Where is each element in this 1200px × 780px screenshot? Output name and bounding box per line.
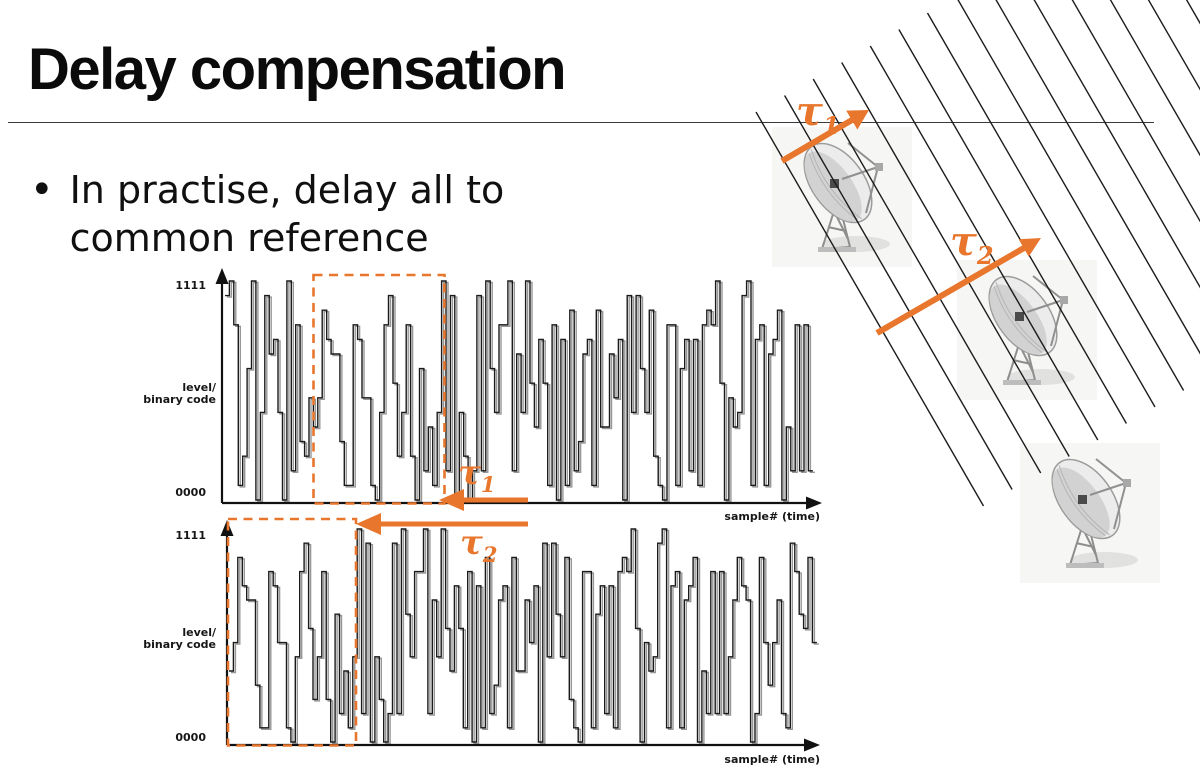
bottom-x-axis-arrowhead [804,738,820,752]
tau2-scene-arrow [875,238,1041,336]
slide-title: Delay compensation [28,37,567,102]
wavefront-line [869,45,1099,441]
wavefront-line [1071,0,1200,223]
title-underline [8,122,1154,123]
bullet-block: • In practise, delay all to common refer… [30,166,504,262]
bullet-line-2: common reference [69,216,429,260]
wavefront-line [1185,0,1200,25]
tau1-plot-arrow [439,489,528,511]
top-plot [215,268,822,511]
radio-telescope-image-3 [1019,442,1161,584]
bottom-plot-y-axis-title: level/ binary code [143,626,216,651]
bottom-plot-ymin-label: 0000 [175,731,206,744]
wavefront-line [957,0,1185,391]
top-signal-trace [225,280,813,501]
bottom-plot [220,513,820,752]
top-plot-ymin-label: 0000 [175,486,206,499]
bottom-plot-ymax-label: 1111 [175,529,206,542]
top-plot-x-axis-title: sample# (time) [724,510,820,523]
bottom-plot-x-axis-title: sample# (time) [724,753,820,766]
top-plot-ymax-label: 1111 [175,279,206,292]
top-highlight-window [312,273,446,505]
tau1-scene-arrow [780,110,869,164]
top-plot-y-axis-title: level/ binary code [143,381,216,406]
tau2-plot-label: τ2 [460,523,498,567]
wavefront-line [841,62,1070,457]
top-y-axis-arrowhead [215,268,229,284]
wavefront-line [755,111,985,507]
bullet-text: In practise, delay all to common referen… [70,166,505,262]
wavefront-line [812,78,1042,474]
radio-telescope-image-2 [956,259,1098,401]
tau1-plot-label: τ1 [458,453,496,497]
bullet-line-1: In practise, delay all to [69,168,505,212]
bullet-marker: • [30,167,54,213]
wavefront-line [783,95,1013,490]
bottom-signal-trace [229,528,817,743]
wavefront-line [995,0,1200,355]
tau1-scene-label: τ1 [796,88,840,140]
tau2-scene-label: τ2 [950,218,994,270]
wavefront-line [898,29,1128,424]
wavefront-line [1109,0,1200,157]
top-x-axis-arrowhead [806,496,822,510]
top-signal-shadow [227,281,815,503]
wavefront-line [1033,0,1200,289]
wavefront-line [926,12,1156,408]
bottom-highlight-window [226,517,358,747]
wavefront-lines [755,0,1200,507]
tau2-plot-arrow [356,513,528,535]
